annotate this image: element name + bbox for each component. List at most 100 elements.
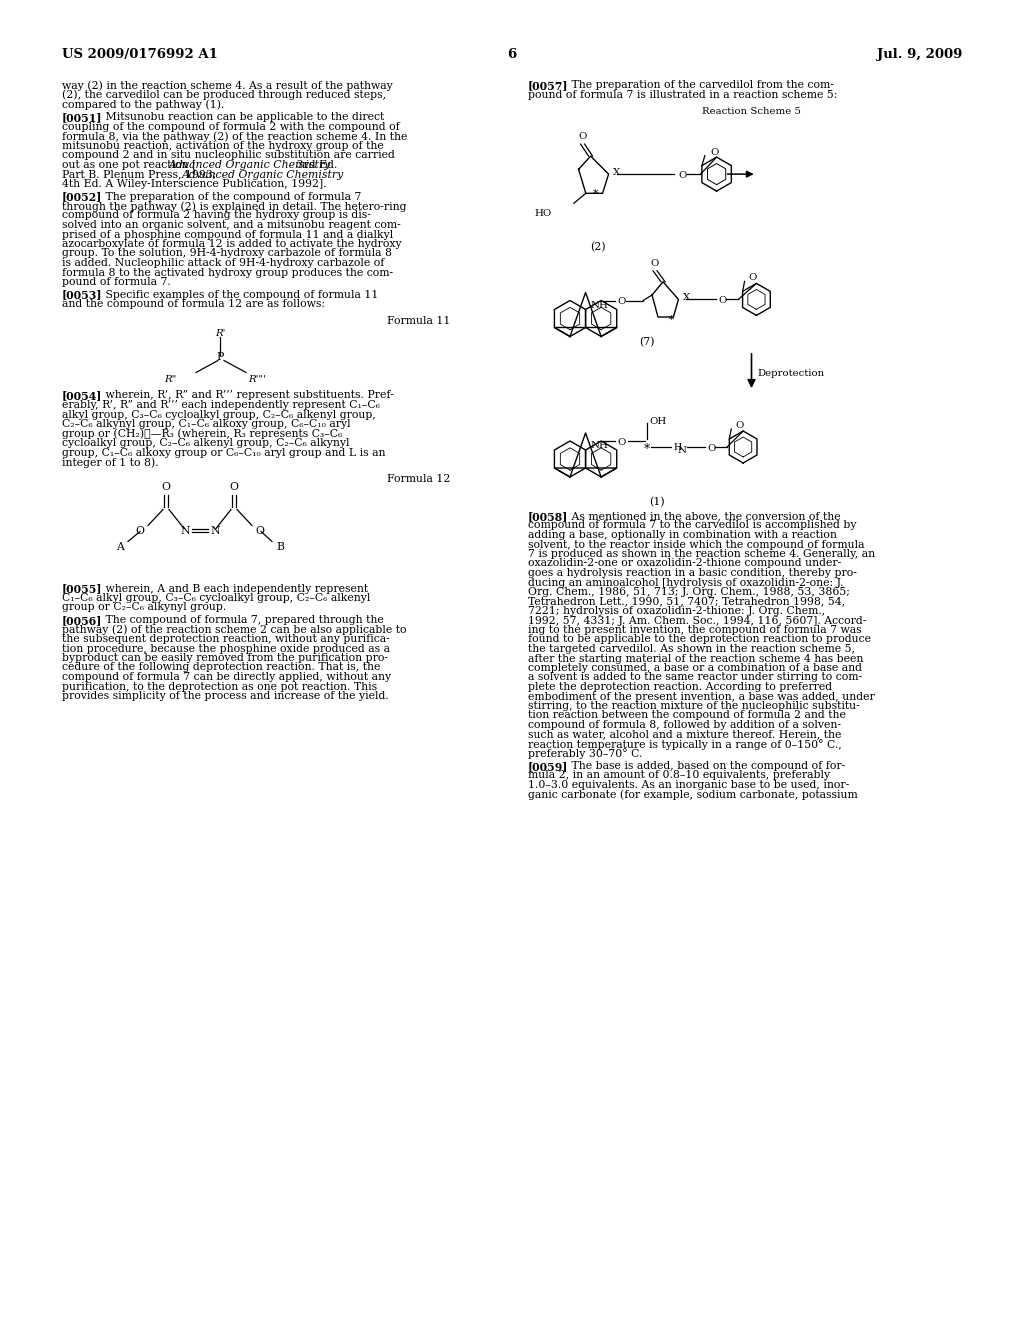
Text: O: O	[162, 483, 171, 492]
Text: Reaction Scheme 5: Reaction Scheme 5	[702, 107, 801, 116]
Text: (1): (1)	[649, 498, 665, 507]
Text: compound of formula 7 to the carvedilol is accomplished by: compound of formula 7 to the carvedilol …	[528, 520, 856, 531]
Text: wherein, A and B each independently represent: wherein, A and B each independently repr…	[95, 583, 368, 594]
Text: O: O	[735, 421, 743, 430]
Text: Mitsunobu reaction can be applicable to the direct: Mitsunobu reaction can be applicable to …	[95, 112, 384, 123]
Text: ing to the present invention, the compound of formula 7 was: ing to the present invention, the compou…	[528, 624, 861, 635]
Text: Deprotection: Deprotection	[758, 370, 824, 378]
Text: oxazolidin-2-one or oxazolidin-2-thione compound under-: oxazolidin-2-one or oxazolidin-2-thione …	[528, 558, 842, 569]
Text: The preparation of the carvedilol from the com-: The preparation of the carvedilol from t…	[561, 81, 834, 90]
Text: alkyl group, C₃–C₆ cycloalkyl group, C₂–C₆ alkenyl group,: alkyl group, C₃–C₆ cycloalkyl group, C₂–…	[62, 409, 376, 420]
Text: pound of formula 7 is illustrated in a reaction scheme 5:: pound of formula 7 is illustrated in a r…	[528, 90, 838, 99]
Text: O: O	[719, 297, 727, 305]
Text: integer of 1 to 8).: integer of 1 to 8).	[62, 457, 159, 467]
Text: compared to the pathway (1).: compared to the pathway (1).	[62, 99, 224, 110]
Text: erably, R’, R” and R’’’ each independently represent C₁–C₆: erably, R’, R” and R’’’ each independent…	[62, 400, 380, 411]
Text: preferably 30–70° C.: preferably 30–70° C.	[528, 748, 642, 759]
Text: is added. Nucleophilic attack of 9H-4-hydroxy carbazole of: is added. Nucleophilic attack of 9H-4-hy…	[62, 257, 384, 268]
Text: R': R'	[215, 329, 225, 338]
Text: 1992, 57, 4331; J. Am. Chem. Soc., 1994, 116, 5607]. Accord-: 1992, 57, 4331; J. Am. Chem. Soc., 1994,…	[528, 615, 866, 626]
Text: The base is added, based on the compound of for-: The base is added, based on the compound…	[561, 762, 845, 771]
Text: provides simplicity of the process and increase of the yield.: provides simplicity of the process and i…	[62, 690, 389, 701]
Text: The preparation of the compound of formula 7: The preparation of the compound of formu…	[95, 191, 361, 202]
Text: X: X	[682, 293, 690, 302]
Text: tion reaction between the compound of formula 2 and the: tion reaction between the compound of fo…	[528, 710, 846, 721]
Text: (2): (2)	[590, 242, 606, 252]
Text: adding a base, optionally in combination with a reaction: adding a base, optionally in combination…	[528, 531, 837, 540]
Text: pound of formula 7.: pound of formula 7.	[62, 277, 171, 286]
Text: R": R"	[164, 375, 176, 384]
Text: Advanced Organic Chemistry: Advanced Organic Chemistry	[169, 160, 331, 170]
Text: azocarboxylate of formula 12 is added to activate the hydroxy: azocarboxylate of formula 12 is added to…	[62, 239, 401, 249]
Text: byproduct can be easily removed from the purification pro-: byproduct can be easily removed from the…	[62, 653, 388, 663]
Text: *: *	[669, 315, 674, 325]
Text: group or C₂–C₆ alkynyl group.: group or C₂–C₆ alkynyl group.	[62, 602, 226, 612]
Text: group. To the solution, 9H-4-hydroxy carbazole of formula 8: group. To the solution, 9H-4-hydroxy car…	[62, 248, 392, 259]
Text: cycloalkyl group, C₂–C₆ alkenyl group, C₂–C₆ alkynyl: cycloalkyl group, C₂–C₆ alkenyl group, C…	[62, 438, 349, 447]
Text: OH: OH	[649, 417, 667, 426]
Text: 6: 6	[507, 48, 517, 61]
Text: A: A	[116, 541, 124, 552]
Text: X: X	[612, 168, 620, 177]
Text: 1.0–3.0 equivalents. As an inorganic base to be used, inor-: 1.0–3.0 equivalents. As an inorganic bas…	[528, 780, 849, 789]
Text: group, C₁–C₆ alkoxy group or C₆–C₁₀ aryl group and L is an: group, C₁–C₆ alkoxy group or C₆–C₁₀ aryl…	[62, 447, 385, 458]
Text: US 2009/0176992 A1: US 2009/0176992 A1	[62, 48, 218, 61]
Text: O: O	[135, 525, 144, 536]
Text: mitsunobu reaction, activation of the hydroxy group of the: mitsunobu reaction, activation of the hy…	[62, 141, 384, 150]
Text: The compound of formula 7, prepared through the: The compound of formula 7, prepared thro…	[95, 615, 384, 624]
Text: compound of formula 2 having the hydroxy group is dis-: compound of formula 2 having the hydroxy…	[62, 210, 371, 220]
Text: Org. Chem., 1986, 51, 713; J. Org. Chem., 1988, 53, 3865;: Org. Chem., 1986, 51, 713; J. Org. Chem.…	[528, 587, 850, 597]
Text: N: N	[180, 527, 189, 536]
Text: 7 is produced as shown in the reaction scheme 4. Generally, an: 7 is produced as shown in the reaction s…	[528, 549, 876, 558]
Text: stirring, to the reaction mixture of the nucleophilic substitu-: stirring, to the reaction mixture of the…	[528, 701, 860, 711]
Text: 7221; hydrolysis of oxazolidin-2-thione: J. Org. Chem.,: 7221; hydrolysis of oxazolidin-2-thione:…	[528, 606, 825, 616]
Text: plete the deprotection reaction. According to preferred: plete the deprotection reaction. Accordi…	[528, 682, 833, 692]
Text: reaction temperature is typically in a range of 0–150° C.,: reaction temperature is typically in a r…	[528, 739, 842, 750]
Text: way (2) in the reaction scheme 4. As a result of the pathway: way (2) in the reaction scheme 4. As a r…	[62, 81, 393, 91]
Text: R'"': R'"'	[248, 375, 266, 384]
Text: formula 8, via the pathway (2) of the reaction scheme 4. In the: formula 8, via the pathway (2) of the re…	[62, 132, 408, 143]
Text: [0052]: [0052]	[62, 191, 102, 202]
Text: tion procedure, because the phosphine oxide produced as a: tion procedure, because the phosphine ox…	[62, 644, 390, 653]
Text: C₂–C₆ alkynyl group, C₁–C₆ alkoxy group, C₆–C₁₀ aryl: C₂–C₆ alkynyl group, C₁–C₆ alkoxy group,…	[62, 418, 350, 429]
Text: [0058]: [0058]	[528, 511, 568, 521]
Text: compound 2 and in situ nucleophilic substitution are carried: compound 2 and in situ nucleophilic subs…	[62, 150, 395, 161]
Text: NH: NH	[591, 301, 608, 309]
Text: ganic carbonate (for example, sodium carbonate, potassium: ganic carbonate (for example, sodium car…	[528, 789, 858, 800]
Text: out as one pot reaction [: out as one pot reaction [	[62, 160, 197, 170]
Text: solved into an organic solvent, and a mitsunobu reagent com-: solved into an organic solvent, and a mi…	[62, 220, 400, 230]
Text: [0056]: [0056]	[62, 615, 102, 626]
Text: embodiment of the present invention, a base was added, under: embodiment of the present invention, a b…	[528, 692, 874, 701]
Text: [0054]: [0054]	[62, 391, 102, 401]
Text: group or (CH₂)ℓ—R₃ (wherein, R₃ represents C₃–C₆: group or (CH₂)ℓ—R₃ (wherein, R₃ represen…	[62, 429, 342, 440]
Text: O: O	[708, 444, 716, 453]
Text: Tetrahedron Lett., 1990, 51, 7407; Tetrahedron 1998, 54,: Tetrahedron Lett., 1990, 51, 7407; Tetra…	[528, 597, 845, 606]
Text: [0055]: [0055]	[62, 583, 102, 594]
Text: *: *	[644, 444, 650, 455]
Text: As mentioned in the above, the conversion of the: As mentioned in the above, the conversio…	[561, 511, 841, 521]
Text: O: O	[579, 132, 587, 141]
Text: after the starting material of the reaction scheme 4 has been: after the starting material of the react…	[528, 653, 863, 664]
Text: Advanced Organic Chemistry: Advanced Organic Chemistry	[182, 169, 344, 180]
Text: [0059]: [0059]	[528, 762, 568, 772]
Text: solvent, to the reactor inside which the compound of formula: solvent, to the reactor inside which the…	[528, 540, 864, 549]
Text: N: N	[210, 527, 220, 536]
Text: the targeted carvedilol. As shown in the reaction scheme 5,: the targeted carvedilol. As shown in the…	[528, 644, 855, 653]
Text: O: O	[749, 273, 757, 282]
Text: HO: HO	[535, 210, 552, 218]
Text: mula 2, in an amount of 0.8–10 equivalents, preferably: mula 2, in an amount of 0.8–10 equivalen…	[528, 771, 830, 780]
Text: (7): (7)	[639, 337, 654, 347]
Text: (2), the carvedilol can be produced through reduced steps,: (2), the carvedilol can be produced thro…	[62, 90, 386, 100]
Text: O: O	[617, 438, 626, 447]
Text: *: *	[593, 189, 599, 199]
Text: goes a hydrolysis reaction in a basic condition, thereby pro-: goes a hydrolysis reaction in a basic co…	[528, 568, 857, 578]
Text: O: O	[679, 172, 687, 180]
Text: and the compound of formula 12 are as follows:: and the compound of formula 12 are as fo…	[62, 300, 325, 309]
Text: wherein, R’, R” and R’’’ represent substituents. Pref-: wherein, R’, R” and R’’’ represent subst…	[95, 391, 394, 400]
Text: B: B	[276, 541, 284, 552]
Text: O: O	[651, 259, 659, 268]
Text: compound of formula 8, followed by addition of a solven-: compound of formula 8, followed by addit…	[528, 719, 841, 730]
Text: N: N	[677, 446, 686, 455]
Text: Formula 11: Formula 11	[387, 317, 450, 326]
Text: Formula 12: Formula 12	[387, 474, 450, 484]
